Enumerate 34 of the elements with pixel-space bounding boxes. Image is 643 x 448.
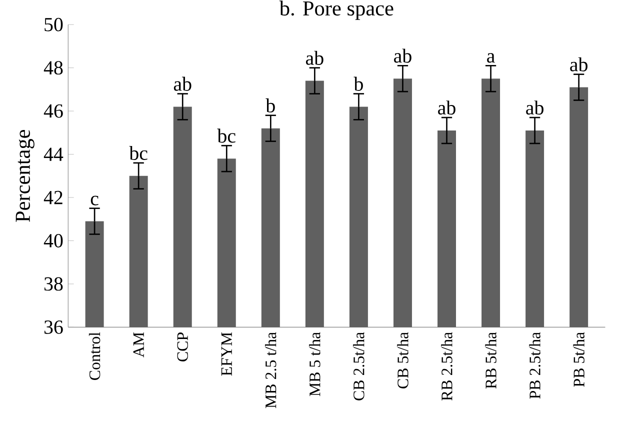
y-tick-label: 36 xyxy=(44,320,63,334)
x-tick-label: Control xyxy=(88,332,100,380)
annotation: bc xyxy=(129,146,148,160)
x-tick-label: CCP xyxy=(177,332,188,362)
y-tick-label: 46 xyxy=(44,104,63,118)
y-tick-label: 44 xyxy=(44,148,64,161)
y-tick-label: 48 xyxy=(44,60,63,74)
x-tick-label: EFYM xyxy=(221,332,232,376)
annotation: b xyxy=(354,76,363,91)
annotation: b xyxy=(266,98,275,112)
x-tick-label: MB 2.5 t/ha xyxy=(265,332,276,408)
annotation: ab xyxy=(526,100,544,114)
annotation: ab xyxy=(306,50,324,65)
y-tick-label: 40 xyxy=(44,234,63,248)
annotation: ab xyxy=(570,57,588,72)
y-tick-label: 50 xyxy=(44,18,63,32)
annotation: a xyxy=(487,53,495,63)
y-tick-label: 42 xyxy=(44,190,62,204)
x-tick-label: RB 5t/ha xyxy=(485,332,496,388)
x-tick-label: AM xyxy=(133,332,144,358)
chart-title: b. Pore space xyxy=(279,0,394,20)
x-tick-label: MB 5 t/ha xyxy=(309,332,320,396)
x-tick-label: CB 5t/ha xyxy=(397,332,408,388)
annotation: ab xyxy=(394,48,412,63)
x-tick-label: RB 2.5t/ha xyxy=(441,332,452,400)
annotation: ab xyxy=(174,76,192,91)
x-tick-label: PB 5t/ha xyxy=(573,332,584,387)
y-tick-label: 38 xyxy=(44,277,63,291)
annotation: c xyxy=(90,196,98,206)
annotation: bc xyxy=(217,128,236,143)
x-tick-label: CB 2.5t/ha xyxy=(353,332,364,400)
x-tick-label: PB 2.5t/ha xyxy=(529,332,540,399)
y-axis-title: Percentage xyxy=(16,130,34,222)
annotation: ab xyxy=(438,100,456,114)
